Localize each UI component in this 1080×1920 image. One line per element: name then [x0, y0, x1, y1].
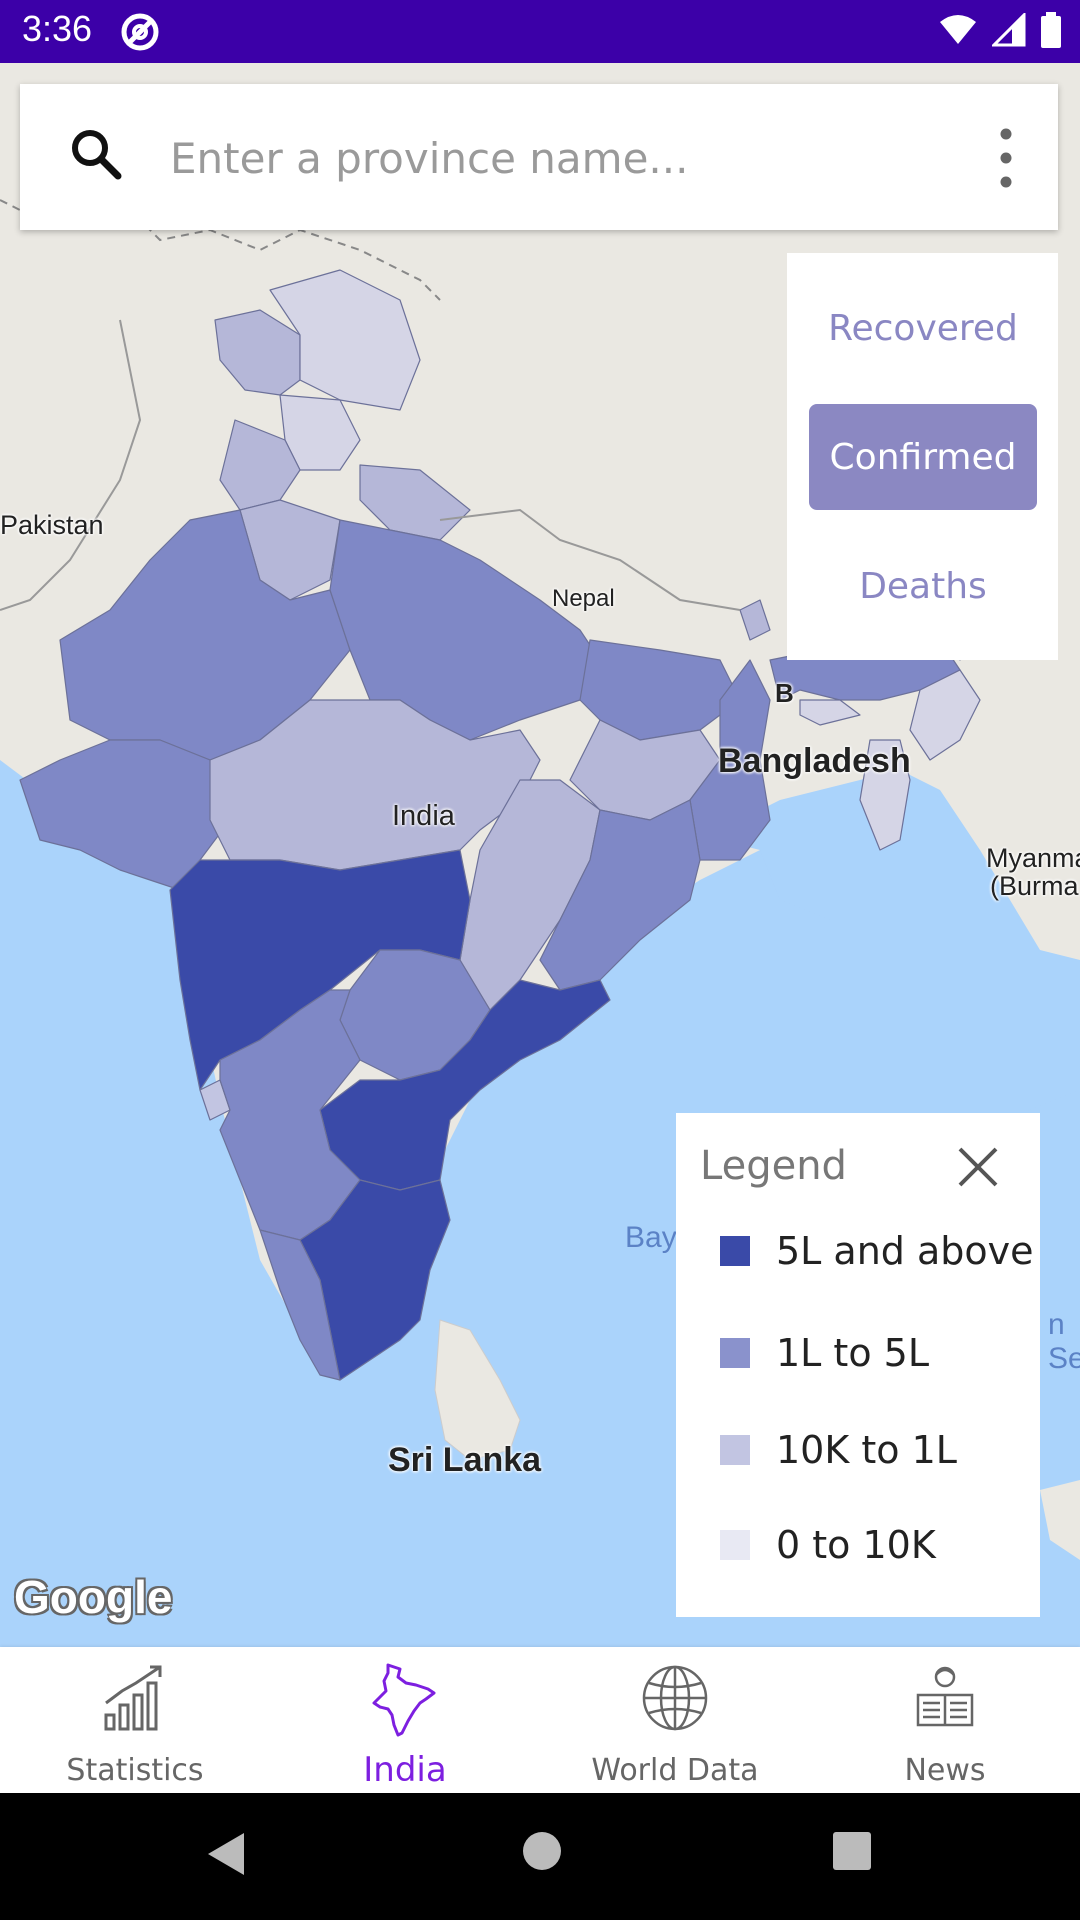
legend-item: 1L to 5L — [720, 1323, 929, 1383]
label-bangladesh: Bangladesh — [718, 742, 911, 780]
region-uttar-pradesh — [329, 519, 601, 741]
nav-world-data[interactable]: World Data — [540, 1647, 810, 1793]
legend-item: 0 to 10K — [720, 1515, 936, 1575]
landmass-fragment — [1040, 1480, 1080, 1560]
status-bar: 3:36 — [0, 0, 1080, 63]
newspaper-reader-icon — [910, 1663, 980, 1737]
system-navigation-bar — [0, 1793, 1080, 1920]
more-options-icon[interactable] — [986, 120, 1026, 196]
region-sikkim — [739, 599, 771, 641]
wifi-icon — [938, 14, 978, 50]
label-sea-fragment: n Se — [1048, 1308, 1080, 1375]
nepal-border — [439, 508, 741, 611]
legend-label: 5L and above — [776, 1229, 1034, 1273]
deaths-toggle[interactable]: Deaths — [859, 565, 987, 607]
legend-item: 10K to 1L — [720, 1420, 957, 1480]
bay-of-bengal — [720, 770, 1080, 1120]
globe-icon — [640, 1663, 710, 1737]
region-west-bengal — [689, 659, 771, 861]
sri-lanka-landmass — [434, 1319, 521, 1461]
province-search-input[interactable] — [168, 124, 952, 192]
status-time: 3:36 — [22, 8, 93, 49]
label-bay: Bay — [625, 1221, 677, 1254]
confirmed-toggle[interactable]: Confirmed — [809, 404, 1037, 510]
disputed-border — [0, 178, 441, 301]
search-bar — [20, 84, 1058, 230]
region-meghalaya — [799, 699, 861, 726]
legend-swatch — [720, 1435, 750, 1465]
bar-chart-icon — [100, 1663, 170, 1737]
region-karnataka — [219, 989, 361, 1241]
legend-label: 10K to 1L — [776, 1428, 957, 1472]
india-map-icon — [370, 1663, 440, 1743]
label-bhutan-fragment: B — [775, 678, 794, 708]
label-myanmar-burma: (Burma — [990, 871, 1079, 901]
label-sri-lanka: Sri Lanka — [388, 1441, 542, 1479]
region-kerala — [259, 1229, 341, 1381]
region-north — [269, 269, 421, 411]
label-pakistan: Pakistan — [0, 510, 104, 540]
nav-label: News — [904, 1753, 986, 1788]
home-icon[interactable] — [520, 1829, 564, 1883]
recents-icon[interactable] — [830, 1829, 874, 1883]
region-nagaland-manipur — [909, 669, 981, 761]
nav-india[interactable]: India — [270, 1647, 540, 1793]
region-odisha — [539, 799, 701, 991]
nav-label: India — [363, 1750, 447, 1790]
pakistan-border — [0, 319, 142, 611]
cellular-signal-icon — [990, 11, 1026, 51]
recovered-toggle[interactable]: Recovered — [828, 307, 1018, 349]
map-legend: Legend 5L and above 1L to 5L 10K to 1L 0… — [676, 1113, 1040, 1617]
label-india: India — [392, 800, 455, 832]
metric-toggle-panel: Recovered Confirmed Deaths — [787, 253, 1058, 660]
legend-swatch — [720, 1530, 750, 1560]
nav-statistics[interactable]: Statistics — [0, 1647, 270, 1793]
back-icon[interactable] — [204, 1829, 248, 1883]
label-nepal: Nepal — [552, 585, 615, 612]
region-north-west — [214, 309, 301, 396]
google-logo: Google — [14, 1571, 173, 1623]
nav-label: World Data — [591, 1753, 759, 1788]
legend-title: Legend — [700, 1143, 847, 1189]
app-indicator-icon — [120, 12, 160, 56]
legend-swatch — [720, 1338, 750, 1368]
legend-label: 0 to 10K — [776, 1523, 936, 1567]
battery-icon — [1040, 12, 1062, 52]
bottom-navigation: Statistics India World Data News — [0, 1647, 1080, 1793]
label-myanmar: Myanma — [986, 843, 1080, 873]
region-mizoram — [859, 739, 911, 851]
nav-news[interactable]: News — [810, 1647, 1080, 1793]
legend-swatch — [720, 1236, 750, 1266]
legend-label: 1L to 5L — [776, 1331, 930, 1375]
nav-label: Statistics — [66, 1753, 204, 1788]
legend-item: 5L and above — [720, 1221, 1034, 1281]
close-icon[interactable] — [956, 1145, 1000, 1193]
search-icon[interactable] — [68, 126, 124, 186]
